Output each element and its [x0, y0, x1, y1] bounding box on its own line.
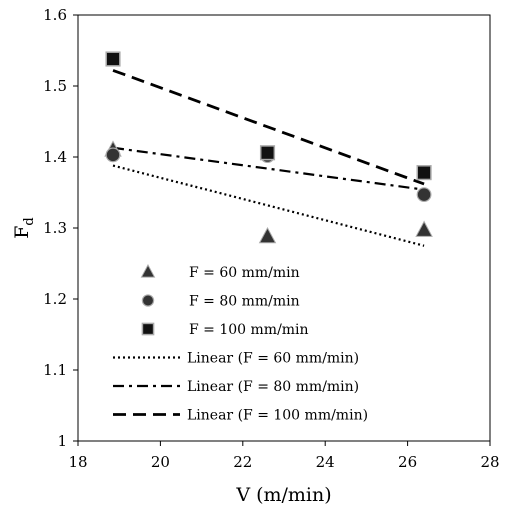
y-tick-label: 1.6 [43, 6, 67, 24]
legend-label: F = 80 mm/min [189, 294, 300, 310]
y-tick-label: 1 [57, 432, 67, 450]
data-markers [104, 51, 433, 244]
y-tick-label: 1.2 [43, 290, 67, 308]
legend-marker-square [141, 322, 155, 336]
legend-label: F = 60 mm/min [189, 265, 300, 281]
data-point-circle [105, 147, 121, 163]
x-tick-label: 24 [316, 453, 335, 471]
y-axis-title: Fd [11, 217, 37, 239]
data-point-triangle [415, 220, 433, 237]
legend: F = 60 mm/min F = 80 mm/min F = 100 mm/min… [113, 263, 368, 424]
x-tick-label: 28 [480, 453, 499, 471]
y-axis-title-main: F [11, 226, 33, 239]
trendline [112, 146, 425, 191]
x-axis-title: V (m/min) [235, 484, 331, 506]
x-tick-label: 18 [68, 453, 87, 471]
tick-labels: 18 20 22 24 26 28 1 1.1 1.2 1.3 1.4 1.5 1.6 [43, 6, 499, 471]
legend-label: Linear (F = 80 mm/min) [187, 379, 359, 395]
data-point-circle [416, 187, 432, 203]
y-axis-title-subscript: d [22, 217, 37, 225]
trendlines [112, 69, 425, 247]
x-tick-label: 26 [398, 453, 417, 471]
x-tick-label: 22 [233, 453, 252, 471]
x-tick-label: 20 [151, 453, 170, 471]
axes [73, 14, 491, 446]
trendline [112, 69, 425, 186]
data-point-square [259, 145, 276, 161]
legend-label: Linear (F = 100 mm/min) [187, 408, 368, 424]
y-tick-label: 1.1 [43, 361, 67, 379]
trendline [112, 164, 425, 247]
data-point-triangle [258, 226, 277, 244]
data-point-square [416, 165, 432, 181]
legend-marker-circle [141, 294, 155, 307]
y-tick-label: 1.4 [43, 148, 67, 166]
legend-marker-triangle [140, 263, 156, 278]
legend-label: Linear (F = 60 mm/min) [187, 351, 359, 367]
legend-label: F = 100 mm/min [189, 322, 309, 338]
data-point-square [105, 51, 121, 67]
y-tick-label: 1.3 [43, 219, 67, 237]
y-tick-label: 1.5 [43, 77, 67, 95]
